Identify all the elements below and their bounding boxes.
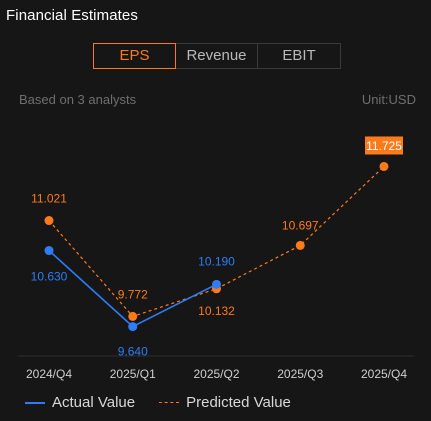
- x-tick-label: 2025/Q1: [110, 367, 156, 381]
- panel-title: Financial Estimates: [6, 7, 138, 24]
- legend-predicted[interactable]: Predicted Value: [159, 394, 291, 411]
- legend-predicted-label: Predicted Value: [186, 394, 291, 411]
- actual-value-label: 10.630: [31, 270, 68, 284]
- unit-label: Unit:USD: [361, 92, 416, 107]
- predicted-point: [44, 216, 54, 226]
- actual-value-label: 10.190: [198, 254, 235, 268]
- x-tick-label: 2025/Q4: [361, 367, 407, 381]
- predicted-point: [295, 240, 305, 250]
- predicted-value-label: 10.132: [198, 304, 235, 318]
- legend-actual[interactable]: Actual Value: [25, 394, 135, 411]
- predicted-value-label: 9.772: [118, 287, 148, 301]
- legend-actual-label: Actual Value: [52, 394, 136, 411]
- tab-revenue[interactable]: Revenue: [176, 43, 258, 69]
- predicted-point: [379, 161, 389, 171]
- predicted-point: [128, 311, 138, 321]
- actual-value-label: 9.640: [118, 345, 148, 359]
- tab-ebit[interactable]: EBIT: [258, 43, 341, 69]
- actual-point: [44, 246, 54, 256]
- analysts-count: Based on 3 analysts: [19, 92, 137, 107]
- x-tick-label: 2025/Q3: [277, 367, 323, 381]
- legend-predicted-swatch: [159, 402, 180, 403]
- chart-legend: Actual Value Predicted Value: [25, 394, 315, 411]
- metric-tabs: EPS Revenue EBIT: [93, 43, 341, 69]
- predicted-value-label: 10.697: [282, 218, 319, 232]
- tab-eps[interactable]: EPS: [93, 43, 176, 69]
- actual-point: [128, 322, 138, 332]
- predicted-series-line: [48, 166, 385, 318]
- predicted-value-label: 11.725: [366, 139, 402, 153]
- predicted-value-label: 11.021: [31, 192, 67, 206]
- x-tick-label: 2025/Q2: [193, 367, 239, 381]
- predicted-last-label-bg: [365, 136, 403, 155]
- legend-actual-swatch: [25, 401, 45, 404]
- actual-point: [212, 279, 221, 289]
- x-tick-label: 2024/Q4: [26, 367, 72, 381]
